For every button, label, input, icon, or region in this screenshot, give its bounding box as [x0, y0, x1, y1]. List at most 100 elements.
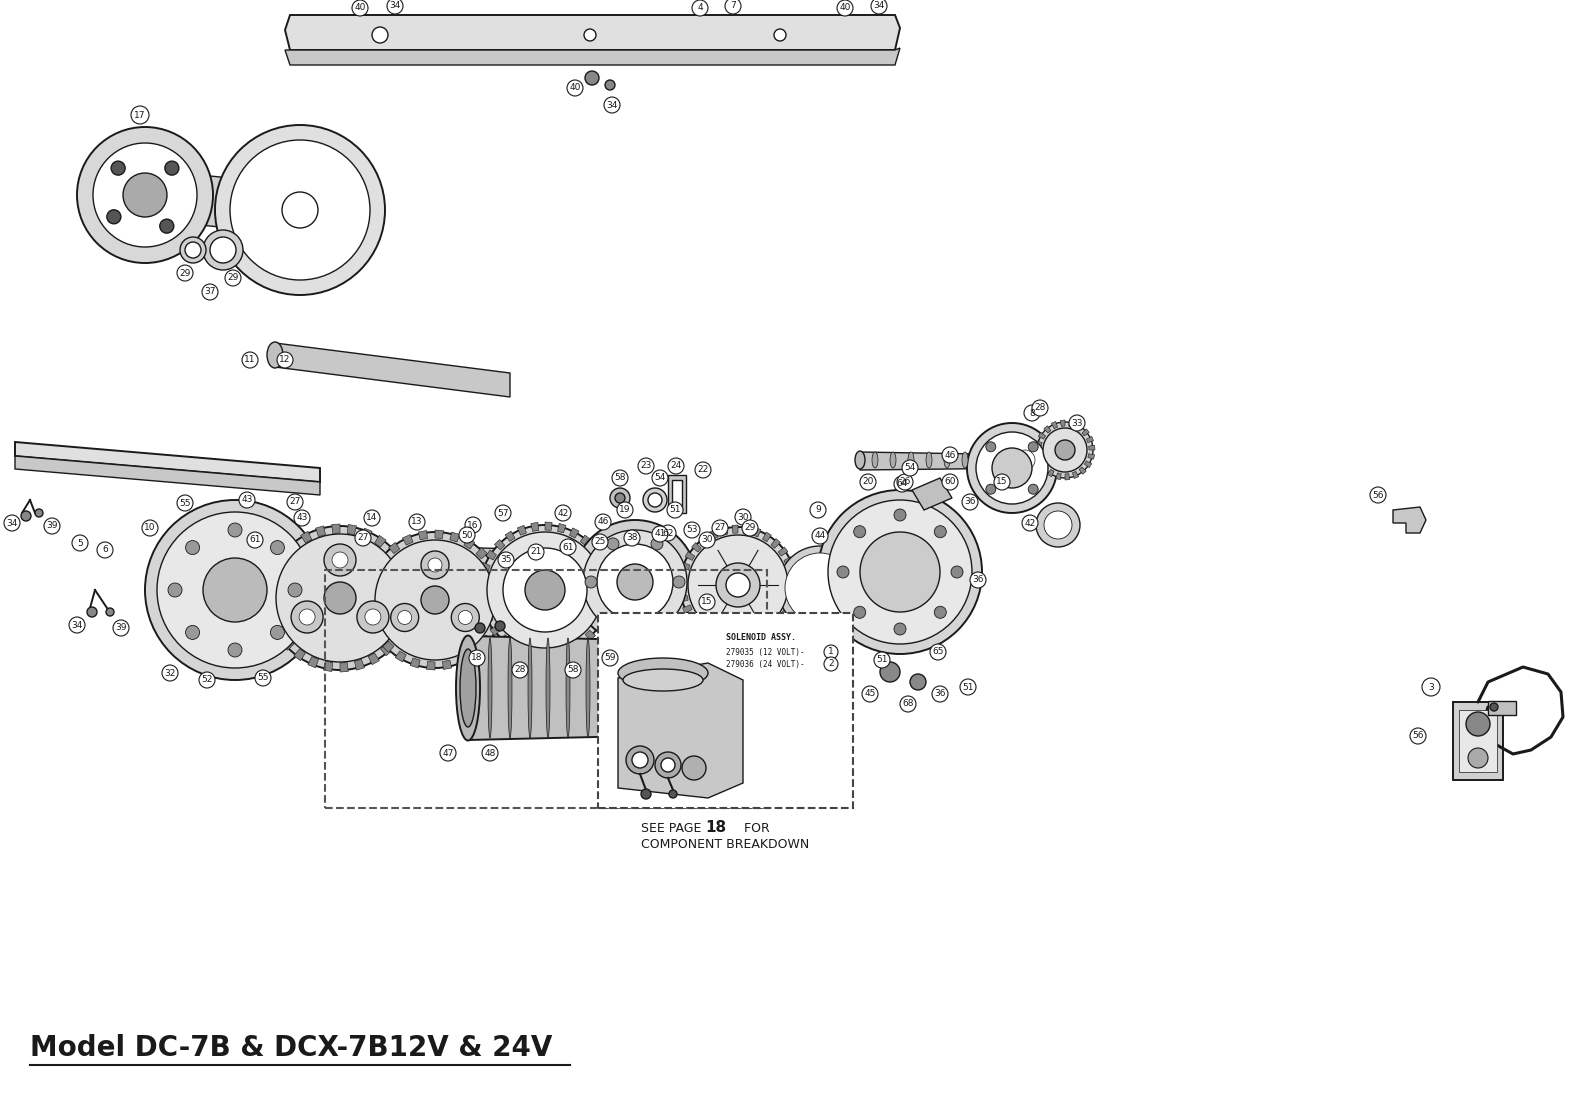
Polygon shape [301, 532, 312, 543]
Circle shape [871, 0, 887, 14]
Circle shape [376, 540, 495, 660]
Polygon shape [570, 528, 579, 538]
Text: 15: 15 [701, 598, 713, 607]
Circle shape [649, 683, 660, 693]
Bar [325, 570, 767, 808]
Text: 55: 55 [180, 499, 191, 507]
Polygon shape [387, 546, 398, 557]
Polygon shape [600, 609, 609, 618]
Circle shape [911, 674, 926, 690]
Ellipse shape [456, 635, 480, 740]
Text: 44: 44 [814, 532, 825, 540]
Polygon shape [399, 620, 410, 630]
Polygon shape [267, 581, 276, 591]
Polygon shape [492, 575, 503, 586]
Polygon shape [150, 170, 300, 235]
Text: 23: 23 [641, 461, 652, 471]
Ellipse shape [628, 640, 649, 736]
Circle shape [623, 531, 641, 546]
Circle shape [682, 683, 691, 693]
Ellipse shape [529, 638, 532, 738]
Polygon shape [789, 579, 798, 585]
Text: 55: 55 [257, 674, 268, 683]
Polygon shape [511, 642, 521, 652]
Polygon shape [679, 585, 686, 591]
Ellipse shape [855, 451, 865, 469]
Polygon shape [1089, 446, 1095, 450]
Polygon shape [767, 625, 776, 635]
Polygon shape [696, 622, 705, 631]
Circle shape [142, 520, 158, 536]
Text: 60: 60 [944, 478, 956, 486]
Ellipse shape [245, 543, 267, 653]
Polygon shape [787, 568, 797, 575]
Text: 6: 6 [103, 546, 107, 555]
Polygon shape [1083, 429, 1089, 436]
Circle shape [555, 505, 571, 521]
Text: 12: 12 [279, 355, 290, 364]
Bar [1460, 710, 1498, 772]
Circle shape [608, 538, 619, 550]
Ellipse shape [963, 452, 967, 468]
Ellipse shape [508, 638, 511, 738]
Circle shape [828, 500, 972, 644]
Circle shape [289, 583, 301, 597]
Circle shape [355, 531, 371, 546]
Text: 25: 25 [595, 537, 606, 546]
Circle shape [860, 474, 876, 490]
Circle shape [368, 532, 503, 668]
Text: 39: 39 [115, 623, 126, 632]
Polygon shape [743, 525, 750, 534]
Polygon shape [256, 543, 570, 653]
Text: 32: 32 [164, 668, 175, 677]
Polygon shape [486, 560, 497, 571]
Circle shape [35, 508, 43, 517]
Circle shape [44, 518, 60, 534]
Ellipse shape [944, 452, 950, 468]
Circle shape [824, 657, 838, 671]
Text: 29: 29 [745, 524, 756, 533]
Ellipse shape [267, 342, 282, 368]
Polygon shape [377, 554, 388, 565]
Bar [672, 480, 682, 510]
Polygon shape [278, 552, 289, 564]
Circle shape [573, 520, 697, 644]
Polygon shape [500, 634, 510, 645]
Circle shape [204, 558, 267, 622]
Circle shape [69, 617, 85, 633]
Circle shape [372, 26, 388, 43]
Polygon shape [603, 569, 612, 578]
Circle shape [860, 532, 940, 612]
Circle shape [475, 623, 484, 633]
Circle shape [963, 494, 978, 510]
Bar [1453, 702, 1502, 780]
Circle shape [202, 283, 218, 300]
Polygon shape [426, 662, 436, 670]
Text: 11: 11 [245, 355, 256, 364]
Circle shape [994, 474, 1010, 490]
Text: 18: 18 [705, 821, 726, 835]
Circle shape [649, 493, 663, 507]
Polygon shape [469, 636, 638, 740]
Polygon shape [544, 522, 552, 531]
Text: 33: 33 [1071, 418, 1083, 428]
Text: 48: 48 [484, 749, 495, 758]
Circle shape [409, 514, 424, 531]
Text: 5: 5 [77, 538, 84, 547]
Polygon shape [574, 639, 585, 649]
Polygon shape [380, 644, 393, 656]
Polygon shape [683, 604, 693, 613]
Polygon shape [450, 532, 459, 542]
Circle shape [669, 790, 677, 797]
Text: 62: 62 [663, 528, 674, 537]
Text: 40: 40 [839, 3, 851, 12]
Circle shape [604, 97, 620, 113]
Text: 51: 51 [963, 683, 974, 692]
Circle shape [970, 572, 986, 588]
Polygon shape [268, 612, 279, 622]
Circle shape [661, 758, 675, 772]
Circle shape [185, 242, 200, 258]
Polygon shape [524, 647, 532, 656]
Polygon shape [604, 597, 612, 604]
Circle shape [716, 563, 761, 607]
